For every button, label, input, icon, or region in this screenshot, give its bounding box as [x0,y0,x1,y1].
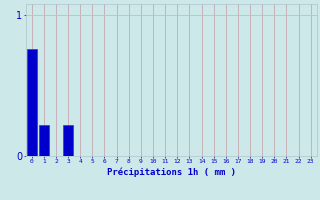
Bar [63,125,73,156]
Bar [27,49,37,156]
X-axis label: Précipitations 1h ( mm ): Précipitations 1h ( mm ) [107,167,236,177]
Bar [39,125,49,156]
